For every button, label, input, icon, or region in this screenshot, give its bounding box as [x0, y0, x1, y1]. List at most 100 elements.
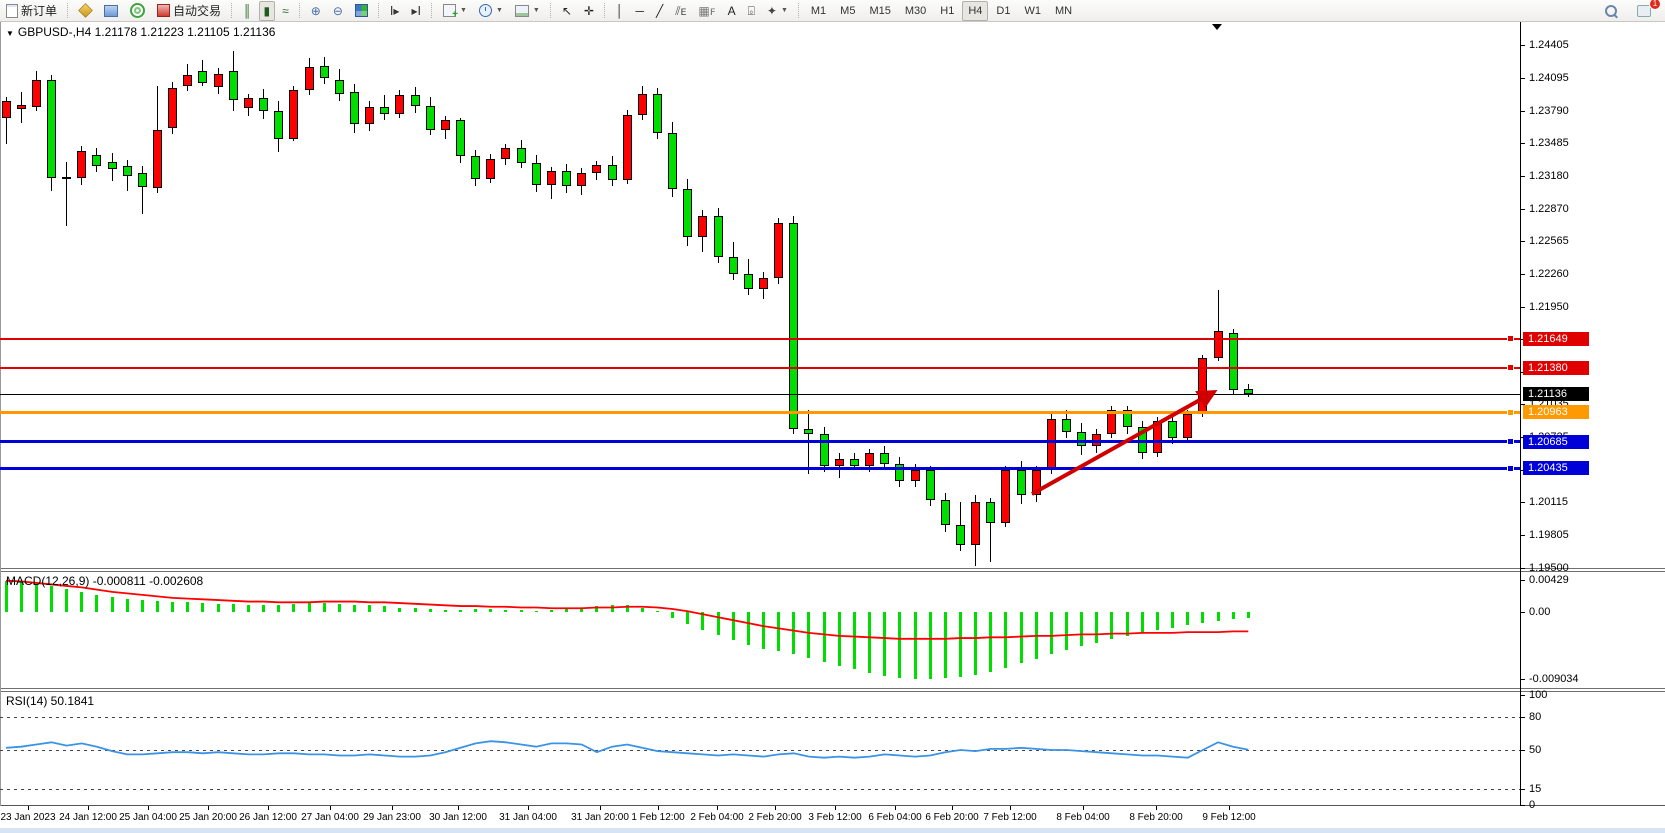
- timeframe-m5-button[interactable]: M5: [834, 1, 861, 21]
- macd-bar: [125, 598, 129, 612]
- macd-bar: [746, 612, 750, 645]
- horizontal-line-button[interactable]: ─: [630, 1, 649, 21]
- autotrading-button[interactable]: 自动交易: [152, 1, 226, 21]
- notifications-button[interactable]: 1: [1632, 0, 1661, 21]
- candle: [880, 452, 890, 464]
- toolbar-separator: [797, 3, 800, 18]
- macd-bar: [383, 606, 387, 612]
- support-line-orange[interactable]: [0, 410, 1520, 414]
- time-label: 8 Feb 20:00: [1129, 812, 1183, 823]
- price-tick: [1520, 241, 1525, 243]
- macd-bar: [655, 611, 659, 613]
- templates-button[interactable]: ▼: [510, 1, 545, 21]
- price-tick: [1520, 404, 1525, 406]
- chart-title: ▼ GBPUSD-,H4 1.21178 1.21223 1.21105 1.21…: [6, 25, 275, 39]
- channel-icon: ⫽ᴇ: [675, 3, 687, 18]
- monitor-button[interactable]: [99, 1, 123, 21]
- zoom-in-button[interactable]: ⊕: [306, 1, 326, 21]
- tile-windows-button[interactable]: [350, 1, 373, 21]
- channel-button[interactable]: ⫽ᴇ: [670, 1, 691, 21]
- timeframe-m1-button[interactable]: M1: [805, 1, 832, 21]
- line-chart-button[interactable]: ≈: [277, 1, 294, 21]
- price-tick-label: 1.21950: [1529, 300, 1569, 313]
- timeframe-d1-button[interactable]: D1: [990, 1, 1016, 21]
- price-tick: [1520, 45, 1525, 46]
- trendline-button[interactable]: ╱: [651, 1, 668, 21]
- candle: [501, 147, 511, 159]
- candle: [16, 105, 26, 110]
- text-button[interactable]: A: [723, 1, 741, 21]
- support-line-blue-2-marker[interactable]: [1507, 464, 1514, 472]
- time-tick: [658, 806, 659, 810]
- candle-wick: [1217, 289, 1219, 362]
- chart-shift-marker[interactable]: [1212, 24, 1222, 30]
- auto-scroll-button[interactable]: Ⅰ▸: [385, 1, 405, 21]
- candle: [31, 79, 41, 108]
- timeframe-h1-button[interactable]: H1: [934, 1, 960, 21]
- candle: [531, 162, 541, 186]
- macd-bar: [262, 605, 266, 612]
- candle: [743, 273, 753, 289]
- candle: [1046, 418, 1056, 470]
- support-line-orange-marker[interactable]: [1507, 408, 1514, 416]
- new-order-button[interactable]: 新订单: [1, 1, 62, 21]
- timeframe-m15-button[interactable]: M15: [863, 1, 896, 21]
- timeframe-h4-button[interactable]: H4: [962, 0, 989, 21]
- toolbar-separator: [298, 3, 301, 18]
- time-label: 23 Jan 2023: [0, 812, 56, 823]
- periods-button[interactable]: ▼: [474, 1, 508, 21]
- vertical-line-button[interactable]: │: [611, 1, 629, 21]
- macd-bar: [580, 607, 584, 612]
- support-line-blue-2[interactable]: [0, 466, 1520, 470]
- new-chart-button[interactable]: ▼: [438, 1, 472, 21]
- macd-tick-label: -0.009034: [1529, 673, 1579, 686]
- candle: [1107, 410, 1117, 434]
- line-chart-icon: ≈: [282, 3, 289, 18]
- candle: [986, 501, 996, 524]
- time-tick: [1229, 806, 1230, 810]
- macd-bar: [413, 608, 417, 612]
- time-tick: [268, 806, 269, 810]
- macd-bar: [428, 609, 432, 612]
- macd-bar: [1004, 612, 1008, 668]
- price-tick: [1520, 502, 1525, 504]
- timeframe-w1-button[interactable]: W1: [1018, 1, 1047, 21]
- candle: [62, 176, 72, 179]
- crosshair-button[interactable]: ✛: [579, 1, 599, 21]
- search-button[interactable]: [1600, 1, 1622, 21]
- support-line-blue-1-marker[interactable]: [1507, 438, 1514, 446]
- price-tick-label: 1.19805: [1529, 529, 1569, 542]
- timeframe-m30-button[interactable]: M30: [899, 1, 932, 21]
- signals-button[interactable]: [125, 1, 150, 21]
- resistance-line-2-marker[interactable]: [1507, 364, 1514, 372]
- time-tick: [392, 806, 393, 810]
- rsi-level-line: [0, 750, 1520, 751]
- support-line-blue-1[interactable]: [0, 440, 1520, 444]
- macd-bar: [246, 604, 250, 612]
- zoom-out-button[interactable]: ⊖: [328, 1, 348, 21]
- toolbar-separator: [377, 3, 380, 18]
- time-tick: [600, 806, 601, 810]
- cursor-button[interactable]: ↖: [557, 1, 577, 21]
- gold-quotes-button[interactable]: [74, 1, 97, 21]
- toolbar-separator: [231, 3, 233, 18]
- candle: [698, 216, 708, 238]
- candle: [213, 74, 223, 88]
- shapes-button[interactable]: ✦ ▼: [762, 1, 793, 21]
- macd-bar: [277, 604, 281, 612]
- bar-chart-button[interactable]: ║: [238, 1, 257, 21]
- macd-bar: [337, 603, 341, 612]
- timeframe-mn-button[interactable]: MN: [1049, 1, 1078, 21]
- resistance-line-1-marker[interactable]: [1507, 335, 1514, 343]
- symbol-dropdown-icon[interactable]: ▼: [6, 29, 14, 38]
- fibonacci-button[interactable]: ▦ꜰ: [693, 1, 720, 21]
- candle: [168, 88, 178, 128]
- resistance-line-2[interactable]: [0, 366, 1520, 369]
- chart-area[interactable]: 1.24405 1.24095 1.23790 1.23485 1.23180 1.228…: [0, 21, 1665, 833]
- macd-bar: [398, 607, 402, 612]
- macd-bar: [716, 612, 720, 636]
- label-button[interactable]: ⌻: [743, 1, 760, 21]
- resistance-line-1[interactable]: [0, 337, 1520, 340]
- candlestick-chart-button[interactable]: ▮: [258, 0, 276, 21]
- chart-shift-button[interactable]: ▸Ⅰ: [406, 1, 426, 21]
